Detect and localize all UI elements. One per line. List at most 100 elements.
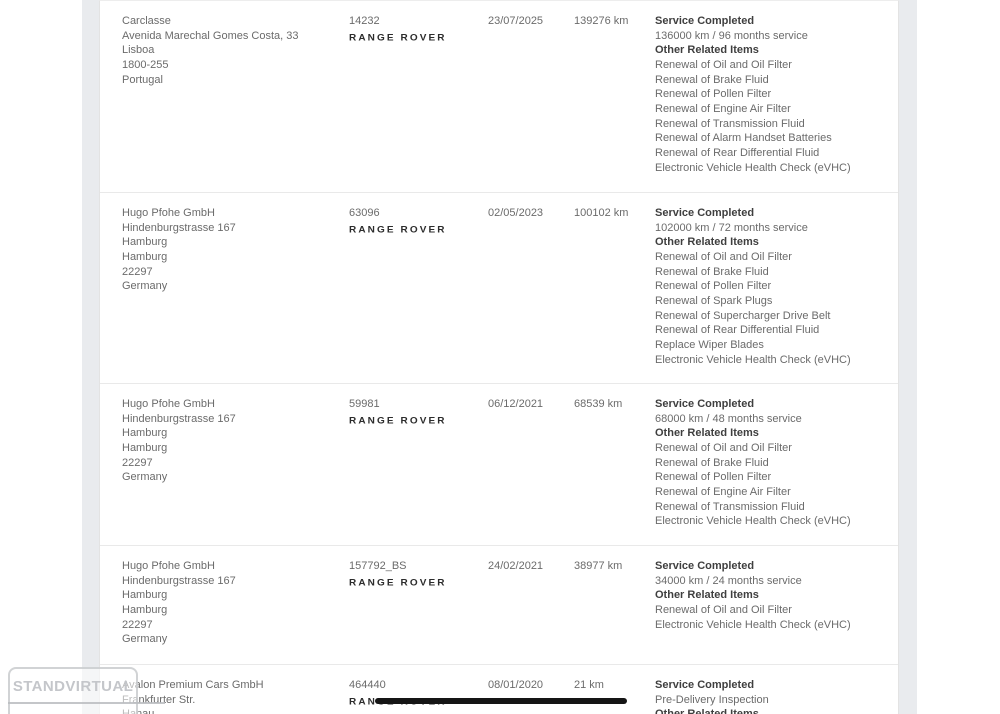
dealer-address-line: Germany [122,471,168,484]
service-item: Renewal of Brake Fluid [655,456,769,469]
dealer-info: Hugo Pfohe GmbH Hindenburgstrasse 167 Ha… [122,397,342,485]
service-item: Renewal of Transmission Fluid [655,500,805,513]
service-reference: 63096 [349,207,380,219]
service-details: Service Completed 68000 km / 48 months s… [655,397,895,529]
related-items-heading: Other Related Items [655,589,759,602]
service-record-row: Hugo Pfohe GmbH Hindenburgstrasse 167 Ha… [100,546,898,665]
reference-block: 157792_BS RANGE ROVER [349,559,479,589]
service-item: Electronic Vehicle Health Check (eVHC) [655,353,851,366]
service-details: Service Completed 34000 km / 24 months s… [655,559,895,632]
service-details: Service Completed 102000 km / 72 months … [655,206,895,367]
service-detail: 68000 km / 48 months service [655,412,802,425]
service-date: 23/07/2025 [488,15,544,27]
dealer-address-line: Hindenburgstrasse 167 [122,574,236,587]
dealer-address-line: Hanau [122,707,342,714]
service-item: Renewal of Pollen Filter [655,471,772,484]
service-item: Renewal of Brake Fluid [655,73,769,86]
service-status: Service Completed [655,679,755,691]
service-reference: 14232 [349,15,380,27]
service-item: Renewal of Oil and Oil Filter [655,58,792,71]
service-item: Renewal of Rear Differential Fluid [655,324,820,337]
service-date: 06/12/2021 [488,398,544,410]
service-item: Renewal of Rear Differential Fluid [655,146,820,159]
dealer-address-line: Hamburg [122,236,168,249]
dealer-address-line: 22297 [122,265,153,278]
dealer-info: Avalon Premium Cars GmbH Frankfurter Str… [122,678,342,714]
dealer-address-line: 22297 [122,618,153,631]
service-reference: 157792_BS [349,560,407,572]
dealer-address-line: Frankfurter Str. [122,693,196,706]
related-items-heading: Other Related Items [655,427,759,440]
reference-block: 59981 RANGE ROVER [349,397,479,427]
service-item: Electronic Vehicle Health Check (eVHC) [655,618,851,631]
dealer-address-line: 1800-255 [122,58,169,71]
dealer-address-line: Hamburg [122,427,168,440]
dealer-info: Hugo Pfohe GmbH Hindenburgstrasse 167 Ha… [122,559,342,647]
service-item: Renewal of Brake Fluid [655,265,769,278]
dealer-address-line: Hamburg [122,589,168,602]
service-details: Service Completed Pre-Delivery Inspectio… [655,678,895,714]
odometer-reading: 100102 km [574,207,629,219]
service-item: Electronic Vehicle Health Check (eVHC) [655,515,851,528]
dealer-info: Carclasse Avenida Marechal Gomes Costa, … [122,14,342,87]
dealer-address-line: Hindenburgstrasse 167 [122,412,236,425]
dealer-address-line: Hamburg [122,441,168,454]
range-rover-logo: RANGE ROVER [349,224,447,236]
service-history-card: Carclasse Avenida Marechal Gomes Costa, … [99,0,899,714]
dealer-name: Hugo Pfohe GmbH [122,560,215,572]
dealer-address-line: Portugal [122,73,163,86]
service-status: Service Completed [655,15,755,27]
service-record-row: Carclasse Avenida Marechal Gomes Costa, … [100,1,898,193]
dealer-info: Hugo Pfohe GmbH Hindenburgstrasse 167 Ha… [122,206,342,294]
dealer-name: Carclasse [122,15,171,27]
dealer-address-line: Lisboa [122,44,155,57]
dealer-name: Hugo Pfohe GmbH [122,398,215,410]
service-reference: 59981 [349,398,380,410]
dealer-address-line: Hamburg [122,603,168,616]
service-item: Renewal of Alarm Handset Batteries [655,132,832,145]
odometer-reading: 68539 km [574,398,623,410]
dealer-name: Avalon Premium Cars GmbH [122,679,264,691]
left-gutter [82,0,99,714]
dealer-address-line: 22297 [122,456,153,469]
dealer-address-line: Avenida Marechal Gomes Costa, 33 [122,29,299,42]
service-detail: 102000 km / 72 months service [655,221,808,234]
service-detail: 34000 km / 24 months service [655,574,802,587]
related-items-heading: Other Related Items [655,44,759,57]
service-item: Renewal of Spark Plugs [655,294,773,307]
service-status: Service Completed [655,207,755,219]
service-detail: 136000 km / 96 months service [655,29,808,42]
watermark-underline [8,702,165,704]
service-item: Renewal of Pollen Filter [655,88,772,101]
service-status: Service Completed [655,560,755,572]
service-date: 02/05/2023 [488,207,544,219]
dealer-address-line: Hindenburgstrasse 167 [122,221,236,234]
service-item: Renewal of Oil and Oil Filter [655,603,792,616]
related-items-heading: Other Related Items [655,707,895,714]
odometer-reading: 21 km [574,679,604,691]
range-rover-logo: RANGE ROVER [349,32,447,44]
service-details: Service Completed 136000 km / 96 months … [655,14,895,175]
range-rover-logo: RANGE ROVER [349,415,447,427]
watermark-text: STANDVIRTUAL [12,678,134,695]
dealer-address-line: Germany [122,280,168,293]
odometer-reading: 38977 km [574,560,623,572]
range-rover-logo: RANGE ROVER [349,577,447,589]
service-detail: Pre-Delivery Inspection [655,693,769,706]
right-gutter [899,0,917,714]
redaction-bar [375,698,627,704]
service-item: Renewal of Engine Air Filter [655,485,791,498]
dealer-address-line: Germany [122,633,168,646]
service-item: Renewal of Oil and Oil Filter [655,441,792,454]
service-item: Replace Wiper Blades [655,338,764,351]
odometer-reading: 139276 km [574,15,629,27]
dealer-name: Hugo Pfohe GmbH [122,207,215,219]
reference-block: 14232 RANGE ROVER [349,14,479,44]
watermark: STANDVIRTUAL [8,667,138,714]
dealer-address-line: Hamburg [122,250,168,263]
service-record-row: Hugo Pfohe GmbH Hindenburgstrasse 167 Ha… [100,193,898,384]
service-item: Renewal of Supercharger Drive Belt [655,309,831,322]
service-record-row: Avalon Premium Cars GmbH Frankfurter Str… [100,665,898,714]
reference-block: 63096 RANGE ROVER [349,206,479,236]
